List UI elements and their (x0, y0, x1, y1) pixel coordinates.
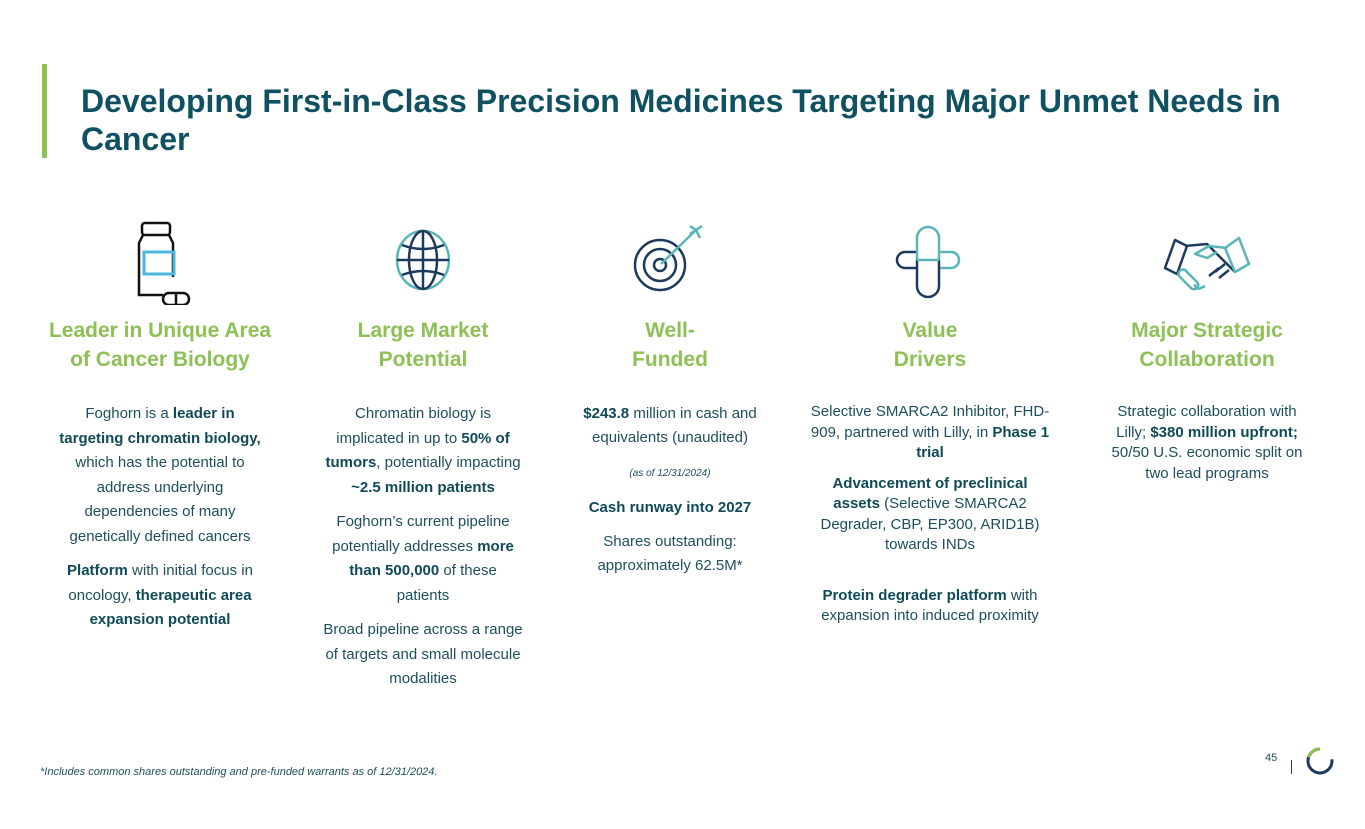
target-icon (560, 210, 780, 310)
column-market: Large Market Potential Chromatin biology… (313, 210, 533, 702)
body-paragraph: Chromatin biology is implicated in up to… (323, 402, 523, 500)
column-heading: Value Drivers (893, 319, 967, 371)
body-text: Strategic collaboration with Lilly; (1116, 403, 1297, 441)
body-text: (Selective SMARCA2 Degrader, CBP, EP300,… (820, 495, 1040, 553)
body-text: Broad pipeline across a range of targets… (323, 621, 523, 687)
body-paragraph: Advancement of preclinical assets (Selec… (810, 474, 1050, 556)
medicine-bottle-icon (45, 210, 275, 310)
body-text: with expansion into induced proximity (821, 586, 1039, 625)
body-text: Chromatin biology is implicated in up to (336, 405, 491, 447)
body-paragraph: $243.8 million in cash and equivalents (… (560, 402, 780, 450)
body-text: 50/50 U.S. economic split on two lead pr… (1111, 444, 1303, 482)
column-body: $243.8 million in cash and equivalents (… (560, 402, 780, 578)
column-heading: Major Strategic Collaboration (1131, 319, 1283, 371)
emphasis-text: Phase 1 trial (916, 423, 1050, 462)
body-text: Foghorn is a (85, 405, 173, 422)
body-text: , potentially impacting (376, 454, 521, 471)
body-paragraph: Platform with initial focus in oncology,… (55, 559, 265, 633)
body-paragraph: Protein degrader platform with expansion… (810, 586, 1050, 627)
body-paragraph: Shares outstanding: approximately 62.5M* (560, 530, 780, 578)
column-body: Chromatin biology is implicated in up to… (323, 402, 523, 692)
emphasis-text: therapeutic area expansion potential (89, 586, 252, 629)
column-body: Selective SMARCA2 Inhibitor, FHD-909, pa… (810, 402, 1050, 627)
column-heading: Leader in Unique Area of Cancer Biology (48, 319, 272, 371)
body-text: Selective SMARCA2 Inhibitor, FHD-909, pa… (810, 403, 1050, 441)
emphasis-text: 50% of tumors (325, 429, 510, 472)
footnote: *Includes common shares outstanding and … (40, 766, 438, 778)
emphasis-text: $243.8 (583, 405, 630, 422)
body-text: Foghorn’s current pipeline potentially a… (332, 513, 510, 555)
emphasis-text: Cash runway into 2027 (588, 499, 752, 516)
emphasis-text: Protein degrader platform (822, 586, 1007, 604)
emphasis-text: Platform (67, 562, 128, 579)
body-paragraph: (as of 12/31/2024) (560, 460, 780, 486)
body-paragraph: Strategic collaboration with Lilly; $380… (1102, 402, 1312, 484)
column-body: Foghorn is a leader in targeting chromat… (55, 402, 265, 633)
column-collaboration: Major Strategic Collaboration Strategic … (1092, 210, 1322, 494)
body-text: (as of 12/31/2024) (629, 468, 711, 479)
body-text: with initial focus in oncology, (68, 562, 253, 604)
emphasis-text: Advancement of preclinical assets (832, 474, 1028, 513)
column-heading: Well-Funded (632, 319, 708, 371)
handshake-icon (1092, 210, 1322, 310)
column-body: Strategic collaboration with Lilly; $380… (1092, 402, 1322, 484)
footer-divider (1291, 760, 1292, 774)
body-text: Shares outstanding: approximately 62.5M* (597, 533, 743, 574)
body-paragraph: Selective SMARCA2 Inhibitor, FHD-909, pa… (810, 402, 1050, 464)
body-paragraph: Foghorn’s current pipeline potentially a… (323, 510, 523, 608)
emphasis-text: $380 million upfront; (1150, 423, 1298, 441)
body-paragraph: Cash runway into 2027 (560, 496, 780, 520)
column-leader: Leader in Unique Area of Cancer Biology … (45, 210, 275, 643)
page-title: Developing First-in-Class Precision Medi… (81, 83, 1281, 157)
column-heading: Large Market Potential (357, 319, 489, 371)
body-text: of these patients (396, 562, 497, 604)
company-logo-ring-icon (1304, 745, 1336, 782)
page-number: 45 (1265, 752, 1278, 764)
body-paragraph: Broad pipeline across a range of targets… (323, 618, 523, 692)
emphasis-text: ~2.5 million patients (351, 478, 495, 496)
body-paragraph: Foghorn is a leader in targeting chromat… (55, 402, 265, 549)
body-text: which has the potential to address under… (69, 454, 251, 545)
column-value-drivers: Value Drivers Selective SMARCA2 Inhibito… (810, 210, 1050, 637)
globe-icon (313, 210, 533, 310)
body-text: million in cash and equivalents (unaudit… (592, 405, 757, 446)
emphasis-text: more than 500,000 (349, 537, 514, 580)
column-funded: Well-Funded $243.8 million in cash and e… (560, 210, 780, 588)
emphasis-text: leader in targeting chromatin biology, (59, 405, 261, 447)
title-accent-bar (42, 64, 47, 158)
pill-cross-icon (810, 210, 1050, 310)
